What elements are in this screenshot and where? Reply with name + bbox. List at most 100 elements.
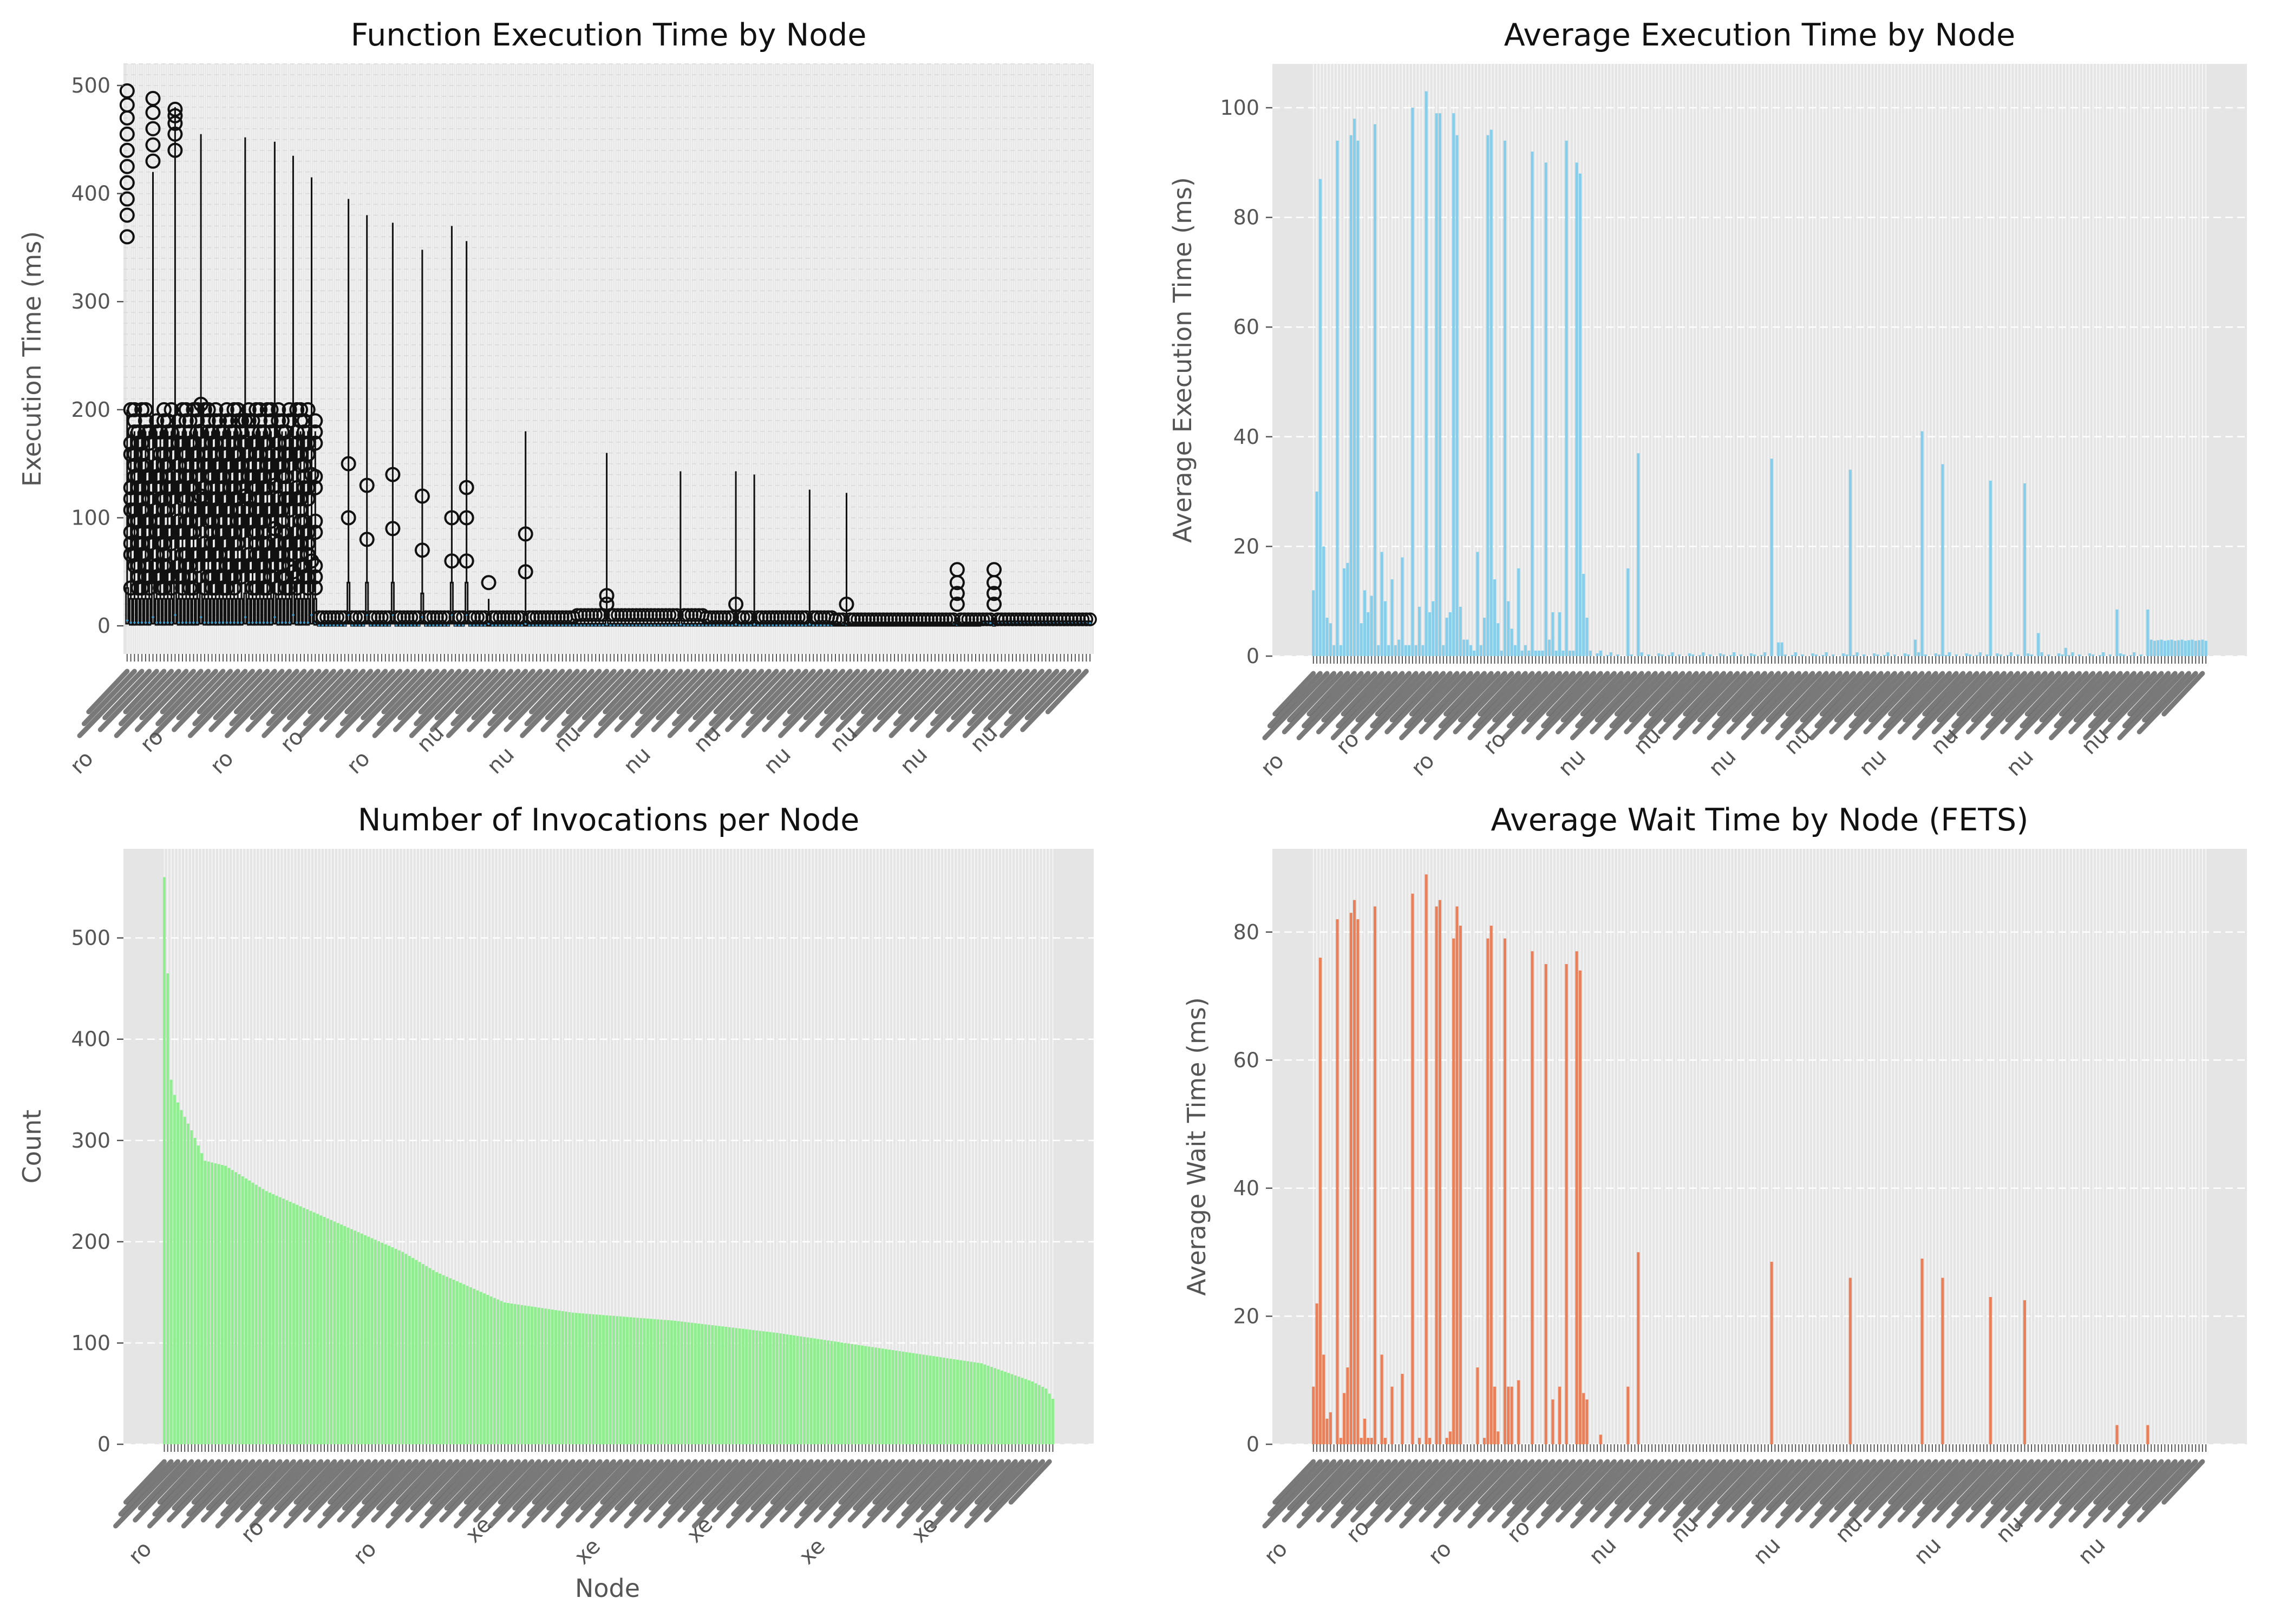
x-tick-label-mass <box>1302 1459 1357 1517</box>
box <box>158 598 162 626</box>
bar <box>697 1324 701 1444</box>
box-outlier <box>164 535 179 551</box>
x-tick-label-mass <box>1609 1459 1665 1517</box>
x-tick-label-mass <box>799 669 860 732</box>
box <box>280 598 284 626</box>
bar <box>826 1340 830 1444</box>
x-tick-label-mass <box>77 669 145 738</box>
x-tick-label-mass <box>328 1459 371 1505</box>
box-outlier <box>141 480 157 495</box>
bar <box>1336 140 1339 656</box>
x-tick-label-mass <box>1609 671 1665 729</box>
x-tick-label-mass <box>339 669 395 726</box>
bar <box>959 1360 963 1444</box>
bar <box>435 1272 439 1444</box>
bar <box>2102 652 2105 656</box>
x-tick-label-mass <box>1658 1459 1720 1523</box>
bar <box>775 1333 779 1444</box>
bar <box>2108 654 2112 656</box>
bar <box>1783 654 1787 656</box>
bar <box>289 1201 292 1444</box>
x-tick-label-mass <box>405 1459 467 1523</box>
box-outlier <box>141 513 157 529</box>
x-tick-label-mass <box>629 1459 684 1517</box>
x-tick-label-mass <box>245 669 307 732</box>
x-tick-label-mass <box>580 1459 630 1511</box>
bar <box>1944 654 1948 656</box>
bar <box>574 1313 578 1444</box>
bar <box>2122 654 2126 656</box>
x-tick-label-mass <box>1624 1459 1685 1523</box>
bar <box>248 1180 251 1444</box>
x-tick-label-mass <box>1990 1459 2034 1505</box>
bar <box>1903 653 1907 656</box>
x-tick-label-mass <box>1546 671 1590 717</box>
x-tick-label-mass <box>888 669 956 738</box>
box <box>390 581 395 625</box>
x-tick-label-mass <box>1844 671 1911 741</box>
bar <box>1322 1354 1325 1444</box>
bar <box>210 1162 214 1444</box>
box-outlier <box>300 402 316 417</box>
bar <box>1647 654 1650 656</box>
bar <box>626 1317 629 1444</box>
bar <box>1394 645 1397 656</box>
bar <box>908 1352 912 1444</box>
x-tick-label-mass <box>492 669 535 715</box>
bar <box>674 1320 677 1444</box>
box-outlier <box>459 553 474 569</box>
bar <box>1459 606 1462 656</box>
box-outlier <box>190 457 205 473</box>
x-tick-label-fragment: ro <box>276 724 309 757</box>
bar <box>1848 469 1852 656</box>
bar <box>1408 645 1411 656</box>
bar <box>2157 640 2160 656</box>
x-tick-label-mass <box>901 1459 957 1517</box>
bar <box>530 1306 534 1444</box>
y-tick-label: 80 <box>1233 206 1259 230</box>
box <box>188 598 192 626</box>
bar <box>762 1331 765 1444</box>
bar <box>1356 919 1360 1444</box>
box-outlier <box>282 402 297 417</box>
y-tick-label: 500 <box>71 74 110 97</box>
x-tick-label-mass <box>337 1459 398 1523</box>
box <box>276 598 280 626</box>
bar <box>329 1220 333 1444</box>
bar <box>1445 618 1448 656</box>
bar <box>1626 1386 1630 1444</box>
x-tick-label-mass <box>344 669 388 715</box>
bar <box>1435 113 1438 657</box>
bar <box>1435 906 1438 1444</box>
box <box>180 598 185 626</box>
box-outlier <box>190 469 205 484</box>
bar <box>922 1354 925 1444</box>
box-outlier <box>167 142 183 158</box>
bar <box>1777 642 1780 656</box>
x-tick-label-mass <box>414 669 469 726</box>
bar <box>2119 653 2122 656</box>
box-outlier <box>200 402 216 417</box>
x-tick-label-mass <box>322 1459 378 1517</box>
bar <box>1442 645 1445 656</box>
bar <box>847 1343 850 1444</box>
y-tick-label: 0 <box>1246 1432 1259 1456</box>
bar <box>2115 609 2119 656</box>
x-tick-label-mass <box>1677 671 1733 729</box>
x-tick-label-mass <box>609 1459 671 1523</box>
y-tick-label: 40 <box>1233 1176 1259 1200</box>
x-tick-label-mass <box>1472 671 1528 729</box>
box <box>347 581 351 625</box>
box-outlier <box>736 610 750 624</box>
x-tick-label-mass <box>1556 671 1617 735</box>
bar <box>377 1241 381 1444</box>
x-tick-label-mass <box>1814 1459 1870 1517</box>
bar <box>782 1334 786 1444</box>
bar <box>741 1328 744 1444</box>
box-outlier <box>138 402 153 417</box>
bar <box>2194 640 2197 656</box>
x-tick-label-mass <box>1336 1459 1391 1517</box>
x-tick-label-mass <box>1472 1459 1528 1517</box>
x-tick-label-mass <box>1604 671 1672 741</box>
